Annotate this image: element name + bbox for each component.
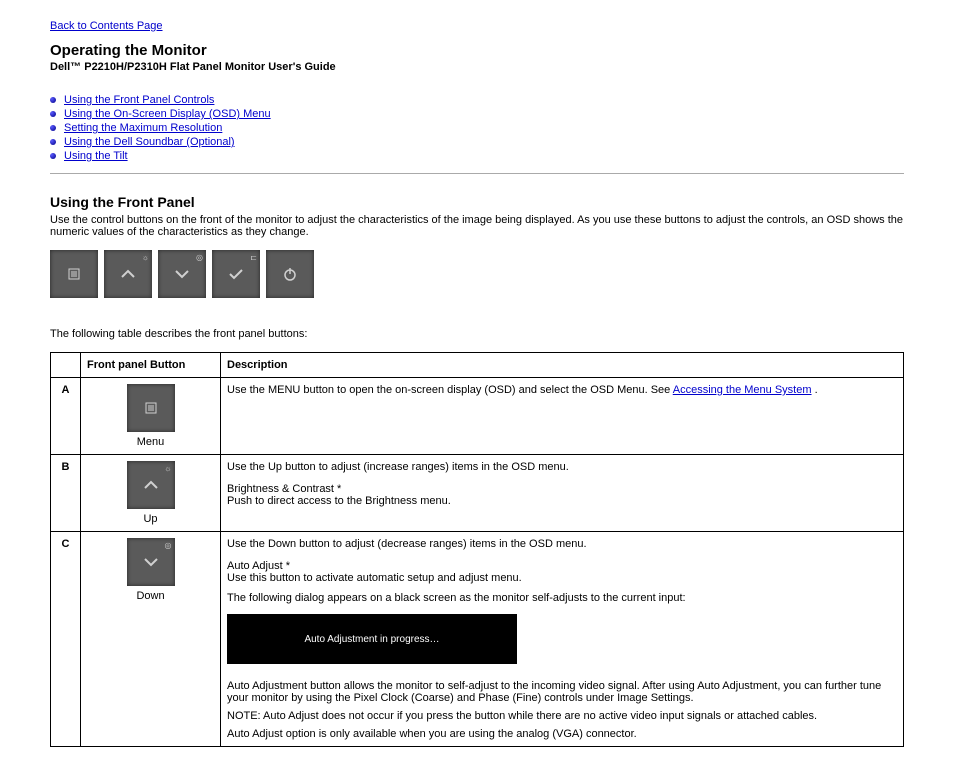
up-button: ☼	[127, 461, 175, 509]
toc-link[interactable]: Setting the Maximum Resolution	[64, 122, 222, 134]
desc-text: .	[815, 384, 818, 396]
check-icon	[228, 268, 244, 280]
page-subtitle: Dell™ P2210H/P2310H Flat Panel Monitor U…	[50, 61, 904, 73]
toc-link[interactable]: Using the Tilt	[64, 150, 128, 162]
bullet-icon	[50, 111, 56, 117]
toc-link[interactable]: Using the On-Screen Display (OSD) Menu	[64, 108, 271, 120]
desc-text: NOTE: Auto Adjust does not occur if you …	[227, 704, 897, 722]
button-icon-cell: ◎ Down	[81, 532, 221, 747]
brightness-icon: ☼	[164, 464, 171, 473]
description-cell: Use the Down button to adjust (decrease …	[221, 532, 904, 747]
menu-icon	[144, 401, 158, 415]
ok-button: ⊏	[212, 250, 260, 298]
button-name-label: Up	[87, 509, 214, 525]
desc-text: Brightness & Contrast *	[227, 483, 897, 495]
table-intro-text: The following table describes the front …	[50, 328, 904, 340]
auto-adjust-icon: ◎	[165, 541, 172, 550]
desc-text: Use the MENU button to open the on-scree…	[227, 384, 673, 396]
power-icon	[283, 267, 297, 281]
section-intro-text: Use the control buttons on the front of …	[50, 214, 904, 238]
menu-button	[50, 250, 98, 298]
chevron-up-icon	[143, 480, 159, 490]
table-header: Description	[221, 353, 904, 378]
table-of-contents: Using the Front Panel Controls Using the…	[50, 93, 904, 163]
menu-icon	[67, 267, 81, 281]
chevron-up-icon	[120, 269, 136, 279]
down-button: ◎	[158, 250, 206, 298]
table-header	[51, 353, 81, 378]
description-cell: Use the MENU button to open the on-scree…	[221, 378, 904, 455]
table-header: Front panel Button	[81, 353, 221, 378]
front-panel-button-row: ☼ ◎ ⊏	[50, 250, 904, 298]
section-heading: Using the Front Panel	[50, 194, 904, 210]
desc-text: Push to direct access to the Brightness …	[227, 495, 897, 507]
table-row: B ☼ Up Use the Up button to adjust (incr…	[51, 455, 904, 532]
desc-text: Auto Adjust option is only available whe…	[227, 722, 897, 740]
row-label: C	[51, 532, 81, 747]
bullet-icon	[50, 153, 56, 159]
bullet-icon	[50, 139, 56, 145]
power-button	[266, 250, 314, 298]
chevron-down-icon	[174, 269, 190, 279]
brightness-icon: ☼	[142, 253, 149, 262]
auto-adjust-osd-box: Auto Adjustment in progress…	[227, 614, 517, 664]
input-source-icon: ⊏	[250, 253, 257, 262]
bullet-icon	[50, 125, 56, 131]
button-icon-cell: Menu	[81, 378, 221, 455]
toc-link[interactable]: Using the Dell Soundbar (Optional)	[64, 136, 235, 148]
row-label: A	[51, 378, 81, 455]
desc-text: Auto Adjustment button allows the monito…	[227, 674, 897, 704]
bullet-icon	[50, 97, 56, 103]
back-to-contents-link[interactable]: Back to Contents Page	[50, 20, 163, 32]
row-label: B	[51, 455, 81, 532]
front-panel-controls-table: Front panel Button Description A Menu Us…	[50, 352, 904, 747]
chevron-down-icon	[143, 557, 159, 567]
table-row: C ◎ Down Use the Down button to adjust (…	[51, 532, 904, 747]
up-button: ☼	[104, 250, 152, 298]
toc-link[interactable]: Using the Front Panel Controls	[64, 94, 214, 106]
button-name-label: Menu	[87, 432, 214, 448]
auto-adjust-icon: ◎	[196, 253, 203, 262]
menu-button	[127, 384, 175, 432]
page-title: Operating the Monitor	[50, 42, 904, 59]
desc-text: Use this button to activate automatic se…	[227, 572, 897, 584]
divider	[50, 173, 904, 174]
table-row: A Menu Use the MENU button to open the o…	[51, 378, 904, 455]
accessing-menu-link[interactable]: Accessing the Menu System	[673, 384, 812, 396]
desc-text: The following dialog appears on a black …	[227, 584, 897, 604]
desc-text: Auto Adjust *	[227, 560, 897, 572]
button-name-label: Down	[87, 586, 214, 602]
desc-text: Use the Up button to adjust (increase ra…	[227, 461, 897, 473]
description-cell: Use the Up button to adjust (increase ra…	[221, 455, 904, 532]
desc-text: Use the Down button to adjust (decrease …	[227, 538, 897, 550]
button-icon-cell: ☼ Up	[81, 455, 221, 532]
down-button: ◎	[127, 538, 175, 586]
